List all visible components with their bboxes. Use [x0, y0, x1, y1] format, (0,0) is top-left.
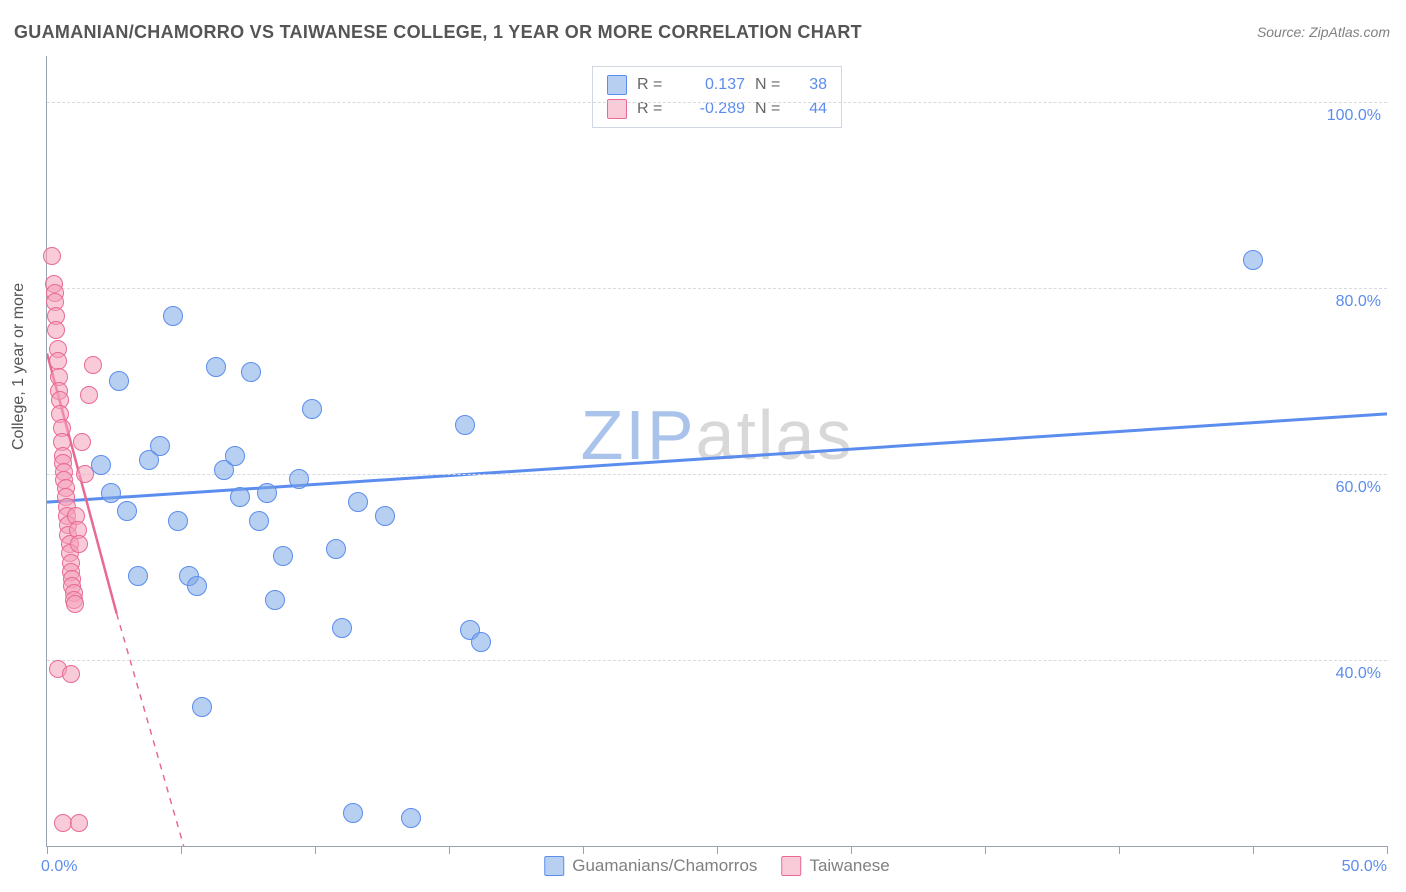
blue-point — [401, 808, 421, 828]
blue-point — [168, 511, 188, 531]
x-tick — [851, 846, 852, 854]
pink-point — [73, 433, 91, 451]
pink-point — [70, 814, 88, 832]
legend-swatch — [544, 856, 564, 876]
pink-point — [70, 535, 88, 553]
x-tick — [47, 846, 48, 854]
chart-title: GUAMANIAN/CHAMORRO VS TAIWANESE COLLEGE,… — [14, 22, 862, 43]
blue-point — [192, 697, 212, 717]
blue-point — [163, 306, 183, 326]
y-axis-label: College, 1 year or more — [10, 283, 28, 450]
n-value: 38 — [799, 76, 827, 94]
x-tick — [1253, 846, 1254, 854]
legend-item: Taiwanese — [781, 856, 889, 876]
blue-point — [471, 632, 491, 652]
blue-point — [302, 399, 322, 419]
blue-point — [326, 539, 346, 559]
blue-point — [348, 492, 368, 512]
y-tick-label: 100.0% — [1327, 107, 1381, 125]
x-tick — [449, 846, 450, 854]
trend-lines — [47, 56, 1387, 846]
blue-point — [150, 436, 170, 456]
grid-line — [47, 102, 1387, 103]
r-label: R = — [637, 76, 671, 94]
blue-point — [128, 566, 148, 586]
x-tick-label: 0.0% — [41, 858, 77, 876]
legend-label: Taiwanese — [809, 856, 889, 876]
blue-point — [455, 415, 475, 435]
blue-point — [249, 511, 269, 531]
pink-point — [66, 595, 84, 613]
blue-point — [230, 487, 250, 507]
watermark: ZIPatlas — [581, 395, 854, 475]
x-tick — [583, 846, 584, 854]
grid-line — [47, 660, 1387, 661]
legend-item: Guamanians/Chamorros — [544, 856, 757, 876]
stats-legend-row: R = 0.137 N = 38 — [607, 73, 827, 97]
blue-point — [109, 371, 129, 391]
legend-label: Guamanians/Chamorros — [572, 856, 757, 876]
y-tick-label: 40.0% — [1336, 665, 1381, 683]
blue-point — [225, 446, 245, 466]
watermark-atlas: atlas — [696, 396, 854, 474]
watermark-zip: ZIP — [581, 396, 696, 474]
blue-point — [375, 506, 395, 526]
x-tick — [985, 846, 986, 854]
x-tick — [1119, 846, 1120, 854]
blue-point — [91, 455, 111, 475]
y-tick-label: 80.0% — [1336, 293, 1381, 311]
grid-line — [47, 288, 1387, 289]
x-tick — [315, 846, 316, 854]
blue-point — [257, 483, 277, 503]
chart-plot-area: ZIPatlas R =0.137N =38R =-0.289N =44 Gua… — [46, 56, 1387, 847]
blue-point — [117, 501, 137, 521]
pink-point — [80, 386, 98, 404]
trend-line — [47, 414, 1387, 502]
blue-point — [206, 357, 226, 377]
blue-point — [343, 803, 363, 823]
blue-point — [187, 576, 207, 596]
trend-line — [117, 614, 184, 846]
blue-point — [241, 362, 261, 382]
pink-point — [62, 665, 80, 683]
legend-swatch — [781, 856, 801, 876]
x-tick — [181, 846, 182, 854]
blue-point — [289, 469, 309, 489]
n-label: N = — [755, 76, 789, 94]
grid-line — [47, 474, 1387, 475]
blue-point — [1243, 250, 1263, 270]
blue-point — [101, 483, 121, 503]
series-legend: Guamanians/Chamorros Taiwanese — [544, 856, 890, 876]
x-tick — [717, 846, 718, 854]
legend-swatch — [607, 75, 627, 95]
y-tick-label: 60.0% — [1336, 479, 1381, 497]
pink-point — [47, 321, 65, 339]
blue-point — [273, 546, 293, 566]
stats-legend: R = 0.137 N = 38 R =-0.289N =44 — [592, 66, 842, 128]
blue-point — [332, 618, 352, 638]
blue-point — [265, 590, 285, 610]
stats-legend-row: R =-0.289N =44 — [607, 97, 827, 121]
x-tick-label: 50.0% — [1342, 858, 1387, 876]
r-value: 0.137 — [681, 76, 745, 94]
source-attribution: Source: ZipAtlas.com — [1257, 24, 1390, 40]
x-tick — [1387, 846, 1388, 854]
pink-point — [43, 247, 61, 265]
pink-point — [84, 356, 102, 374]
